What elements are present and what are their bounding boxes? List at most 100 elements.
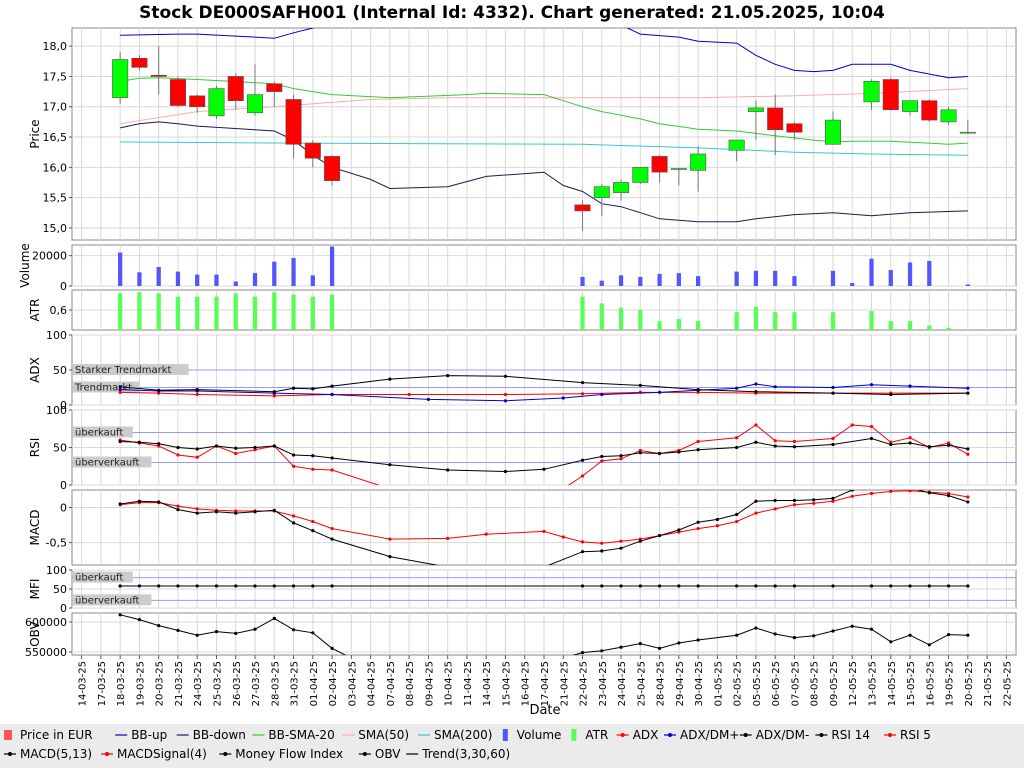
rsi5-line-point (946, 441, 951, 445)
x-tick-label: 16-05-25 (925, 661, 936, 706)
candle (208, 88, 225, 117)
panel-body: überkauft überverkauft (72, 423, 1016, 485)
macd-signal-line-point (446, 536, 450, 540)
volume-bar (773, 270, 778, 286)
macd-line-point (657, 533, 662, 538)
mfi-line-point (831, 584, 835, 588)
candle (824, 119, 841, 145)
macd-line-point (291, 521, 296, 525)
rsi14-line-point (195, 447, 199, 451)
rsi5-line-point (850, 423, 854, 427)
panel-atr: 0,6 ATR (28, 289, 1017, 331)
rsi5-line-point (908, 436, 912, 440)
obv-line-point (157, 624, 161, 628)
macd-signal-line-point (889, 490, 893, 494)
x-tick-label: 02-05-25 (733, 661, 744, 706)
volume-bar (850, 282, 855, 286)
x-tick-label: 22-05-25 (1002, 661, 1013, 706)
x-tick-label: 09-04-25 (424, 661, 435, 706)
rsi5-line-point (869, 424, 874, 429)
adx-line-point (118, 390, 122, 394)
volume-bar (888, 270, 893, 286)
obv-line-point (253, 627, 257, 631)
volume-bar (329, 246, 335, 286)
candle (574, 204, 591, 212)
dm-plus-line-point (831, 385, 835, 390)
x-tick-label: 01-04-25 (309, 661, 320, 706)
volume-bar (599, 280, 604, 286)
legend-item: RSI 5 (884, 728, 931, 742)
legend-label: Money Flow Index (235, 747, 343, 761)
adx-line-point (272, 394, 276, 398)
x-tick-label: 28-04-25 (656, 661, 667, 706)
rsi14-line-point (908, 441, 912, 445)
mfi-line-point (735, 584, 739, 588)
bb-up-line (120, 28, 968, 79)
legend-label: ADX/DM+ (680, 728, 739, 742)
legend-label: BB-down (193, 728, 246, 742)
reference-label: überkauft (75, 428, 123, 439)
macd-line-point (966, 500, 970, 504)
legend: Price in EUR BB-up BB-down BB-SMA-20 SMA(50)… (4, 728, 931, 761)
x-tick-label: 08-05-25 (810, 661, 821, 706)
volume-bar (638, 276, 643, 286)
legend-item: ADX/DM+ (664, 728, 739, 742)
macd-line-point (890, 490, 892, 491)
volume-bar (676, 273, 681, 286)
dm-minus-line-point (157, 388, 161, 392)
obv-line-point (214, 630, 219, 634)
volume-bar (272, 261, 277, 286)
rsi5-line-point (831, 436, 835, 441)
candle (921, 100, 938, 121)
legend-label: RSI 14 (831, 728, 870, 742)
panel-body (112, 28, 976, 231)
legend-item: Volume (502, 728, 561, 742)
legend-item: OBV (358, 747, 401, 761)
rsi14-line-point (330, 456, 334, 460)
macd-signal-line-point (176, 504, 180, 508)
rsi14-line-point (889, 442, 893, 447)
candle (959, 131, 976, 134)
atr-bar (638, 310, 643, 330)
atr-bar (118, 293, 123, 330)
dm-minus-line-point (831, 391, 835, 395)
macd-signal-line-point (908, 490, 912, 493)
panel-body (118, 246, 970, 286)
y-tick-label: 550000 (25, 646, 67, 659)
candle (266, 83, 283, 92)
volume-bar (907, 262, 913, 286)
x-tick-label: 28-03-25 (270, 661, 281, 706)
rsi5-line-point (195, 455, 199, 459)
legend-label: SMA(50) (358, 728, 409, 742)
rsi14-line-point (754, 440, 758, 444)
dm-minus-line-point (966, 391, 970, 395)
legend-swatch-dot (223, 752, 228, 756)
y-tick-label: 0 (60, 479, 67, 492)
adx-line-point (407, 392, 411, 397)
rsi5-line-point (966, 452, 970, 456)
dm-plus-line-point (330, 392, 334, 397)
mfi-line-point (214, 584, 219, 588)
macd-line-point (234, 511, 238, 515)
atr-bar (310, 296, 315, 330)
atr-bar (618, 307, 624, 330)
rsi5-line-point (638, 448, 642, 453)
x-tick-label: 20-05-25 (964, 661, 975, 706)
dm-plus-line-point (966, 386, 970, 390)
candle (169, 79, 186, 106)
legend-label: ADX/DM- (756, 728, 810, 742)
macd-signal-line-point (792, 503, 797, 507)
panel-body (118, 490, 970, 565)
rsi14-line-point (291, 453, 296, 457)
y-tick-label: 0 (60, 602, 67, 615)
rsi5-line-point (619, 457, 623, 461)
x-tick-label: 14-03-25 (78, 661, 89, 706)
atr-bar (214, 296, 219, 330)
x-tick-label: 29-04-25 (675, 661, 686, 706)
legend-label: BB-up (131, 728, 167, 742)
legend-swatch-dot (105, 752, 109, 756)
mfi-line-point (773, 584, 777, 588)
obv-line-point (657, 646, 662, 651)
